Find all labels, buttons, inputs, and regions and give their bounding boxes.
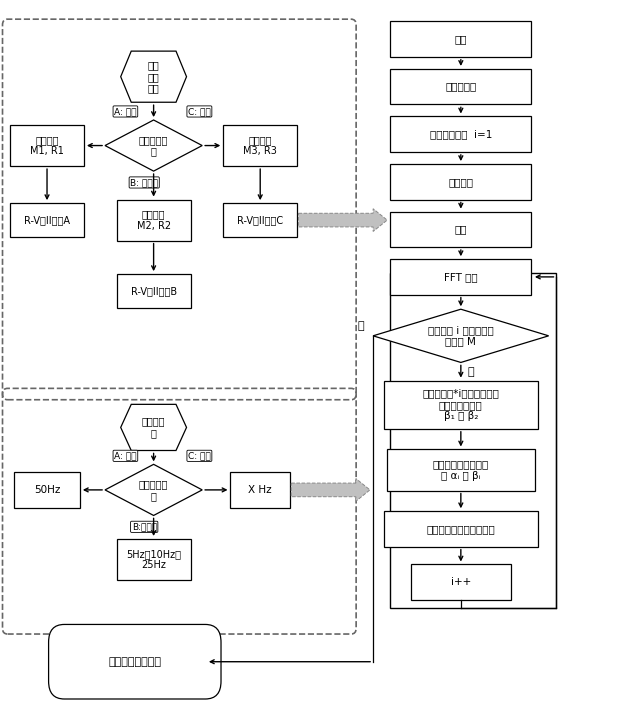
Text: 加窗: 加窗 bbox=[455, 224, 467, 234]
Text: 选择分析类
型: 选择分析类 型 bbox=[139, 479, 168, 501]
Polygon shape bbox=[120, 405, 187, 450]
Text: A: 谐波: A: 谐波 bbox=[114, 452, 137, 460]
Text: 选择分析类
型: 选择分析类 型 bbox=[139, 135, 168, 156]
Text: 数据采样: 数据采样 bbox=[448, 177, 473, 187]
Bar bbox=[390, 116, 531, 152]
Bar bbox=[223, 203, 297, 237]
Bar bbox=[14, 472, 80, 508]
Text: i++: i++ bbox=[451, 577, 471, 587]
Bar bbox=[117, 274, 191, 308]
Text: 5Hz、10Hz或
25Hz: 5Hz、10Hz或 25Hz bbox=[126, 549, 181, 570]
Bar bbox=[411, 564, 511, 600]
Bar bbox=[390, 212, 531, 247]
Text: 设置参数
M3, R3: 设置参数 M3, R3 bbox=[243, 135, 277, 156]
Polygon shape bbox=[105, 464, 202, 515]
Text: X Hz: X Hz bbox=[248, 485, 272, 495]
Text: FFT 计算: FFT 计算 bbox=[444, 272, 478, 282]
Text: 计算曲线拟合所需参
数 αᵢ 和 βᵢ: 计算曲线拟合所需参 数 αᵢ 和 βᵢ bbox=[433, 459, 489, 481]
Bar bbox=[10, 203, 84, 237]
Text: 设置参数
M2, R2: 设置参数 M2, R2 bbox=[137, 209, 171, 231]
Text: R-V（II）窗C: R-V（II）窗C bbox=[237, 215, 283, 225]
Bar bbox=[390, 164, 531, 200]
Text: 频率初始
化: 频率初始 化 bbox=[142, 417, 166, 438]
Bar bbox=[387, 449, 534, 491]
Text: 循环结束显示结果: 循环结束显示结果 bbox=[108, 657, 161, 667]
Bar bbox=[117, 200, 191, 241]
Text: 循环次数 i 小于最大循
环次数 M: 循环次数 i 小于最大循 环次数 M bbox=[428, 325, 493, 346]
Text: 是: 是 bbox=[467, 367, 474, 377]
Text: R-V（II）窗A: R-V（II）窗A bbox=[24, 215, 70, 225]
Text: 否: 否 bbox=[357, 321, 364, 331]
Polygon shape bbox=[120, 51, 187, 102]
Bar bbox=[223, 125, 297, 166]
Text: C: 其他: C: 其他 bbox=[188, 107, 211, 116]
Polygon shape bbox=[373, 310, 549, 362]
Text: B:间谐波: B:间谐波 bbox=[132, 523, 157, 531]
Bar bbox=[10, 125, 84, 166]
Bar bbox=[390, 21, 531, 57]
Bar bbox=[384, 511, 538, 547]
Text: 在初始频率*i的频谱中找出
最大的两个幅値
β₁ 和 β₂: 在初始频率*i的频谱中找出 最大的两个幅値 β₁ 和 β₂ bbox=[423, 388, 499, 421]
Text: 设置参数
M1, R1: 设置参数 M1, R1 bbox=[30, 135, 64, 156]
Text: 窗函
数初
始化: 窗函 数初 始化 bbox=[148, 60, 159, 93]
Text: 开始: 开始 bbox=[455, 34, 467, 44]
Bar bbox=[117, 539, 191, 580]
Text: 设置循环系数  i=1: 设置循环系数 i=1 bbox=[429, 129, 492, 139]
Bar bbox=[384, 381, 538, 429]
Text: 系统初始化: 系统初始化 bbox=[445, 82, 477, 92]
Text: 求该谐波（间谐波）参数: 求该谐波（间谐波）参数 bbox=[426, 524, 495, 534]
Bar bbox=[390, 69, 531, 104]
Text: 50Hz: 50Hz bbox=[34, 485, 60, 495]
Text: B: 间谐波: B: 间谐波 bbox=[130, 178, 158, 187]
Text: R-V（II）窗B: R-V（II）窗B bbox=[130, 286, 177, 296]
Bar bbox=[231, 472, 290, 508]
FancyBboxPatch shape bbox=[48, 625, 221, 699]
Polygon shape bbox=[105, 120, 202, 171]
Bar bbox=[390, 259, 531, 295]
Polygon shape bbox=[298, 209, 387, 231]
Text: C: 其他: C: 其他 bbox=[188, 452, 211, 460]
Polygon shape bbox=[291, 479, 370, 501]
Bar bbox=[389, 273, 557, 608]
Text: A: 谐波: A: 谐波 bbox=[114, 107, 137, 116]
